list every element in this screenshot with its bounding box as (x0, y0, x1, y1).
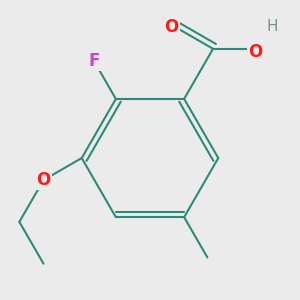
Text: O: O (164, 18, 179, 36)
Text: O: O (36, 171, 51, 189)
Text: H: H (267, 19, 278, 34)
Text: F: F (88, 52, 100, 70)
Text: O: O (248, 43, 263, 61)
